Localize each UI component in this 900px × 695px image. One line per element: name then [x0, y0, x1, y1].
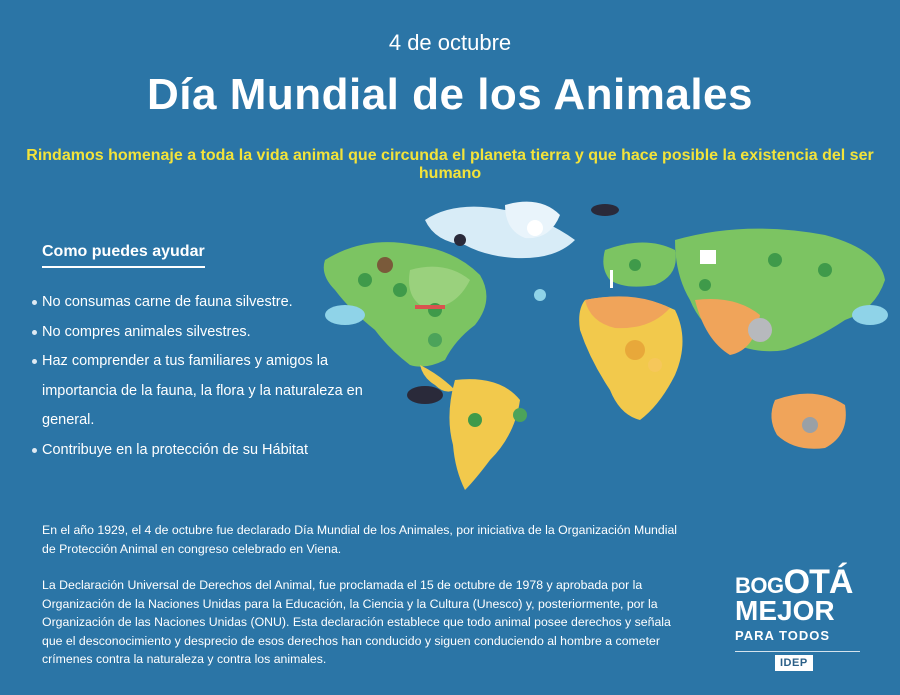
- logo-text-ota: OTÁ: [783, 563, 854, 601]
- bear-icon: [377, 257, 393, 273]
- penguin-icon: [454, 234, 466, 246]
- tree-icon: [629, 259, 641, 271]
- asia-south: [695, 299, 760, 355]
- whale-icon: [852, 305, 888, 325]
- central-america: [420, 365, 455, 392]
- date-label: 4 de octubre: [388, 30, 512, 55]
- crocodile-icon: [428, 333, 442, 347]
- world-map-illustration: [323, 201, 888, 490]
- logo-text-bog: BOG: [735, 573, 784, 598]
- castle-icon: [700, 250, 716, 264]
- bogota-logo: BOGOTÁ MEJOR PARA TODOS: [735, 563, 870, 652]
- logo-text-mejor: MEJOR: [735, 595, 835, 626]
- koala-icon: [802, 417, 818, 433]
- giraffe-icon: [648, 358, 662, 372]
- jellyfish-icon: [534, 289, 546, 301]
- tree-icon: [468, 413, 482, 427]
- help-item: Haz comprender a tus familiares y amigos…: [32, 347, 377, 436]
- whale-icon: [591, 204, 619, 216]
- greenland: [505, 201, 560, 239]
- help-item: Contribuye en la protección de su Hábita…: [32, 436, 377, 466]
- polar-bear-icon: [527, 220, 543, 236]
- tree-icon: [358, 273, 372, 287]
- crocodile-icon: [513, 408, 527, 422]
- logo-text-para-todos: PARA TODOS: [735, 628, 830, 643]
- subtitle: Rindamos homenaje a toda la vida animal …: [26, 147, 874, 182]
- whale-icon: [325, 305, 365, 325]
- help-item: No consumas carne de fauna silvestre.: [32, 288, 377, 318]
- north-america-east: [409, 266, 470, 309]
- history-paragraph: En el año 1929, el 4 de octubre fue decl…: [42, 523, 678, 556]
- north-america: [323, 242, 487, 367]
- africa-north: [585, 296, 670, 329]
- bridge-icon: [415, 305, 445, 309]
- tree-icon: [818, 263, 832, 277]
- south-america: [449, 379, 520, 490]
- idep-badge: IDEP: [775, 655, 813, 671]
- tree-icon: [768, 253, 782, 267]
- help-heading: Como puedes ayudar: [42, 243, 205, 268]
- tree-icon: [699, 279, 711, 291]
- logo-divider: [735, 651, 860, 652]
- whale-icon: [407, 386, 443, 404]
- tower-icon: [610, 270, 613, 288]
- lion-icon: [625, 340, 645, 360]
- declaration-paragraph: La Declaración Universal de Derechos del…: [42, 578, 671, 666]
- help-list: No consumas carne de fauna silvestre. No…: [32, 288, 377, 465]
- elephant-icon: [748, 318, 772, 342]
- help-item: No compres animales silvestres.: [32, 318, 377, 348]
- page-title: Día Mundial de los Animales: [147, 70, 753, 119]
- tree-icon: [393, 283, 407, 297]
